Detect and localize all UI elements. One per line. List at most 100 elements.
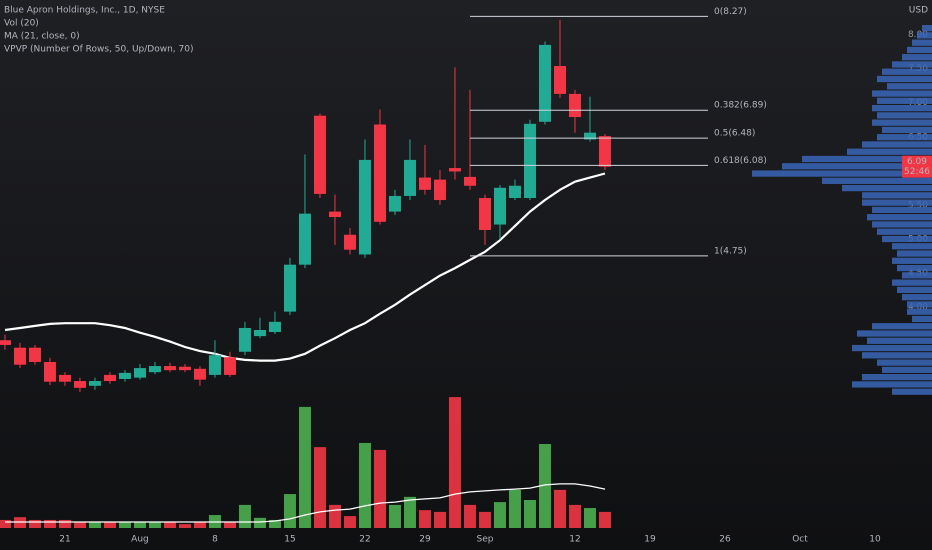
fib-label: 0.5(6.48) [714,129,755,139]
profile-bar [907,46,932,54]
profile-bar [877,75,932,83]
profile-bar [907,308,932,315]
x-tick-label: 22 [359,535,370,545]
candle-body [223,357,236,375]
profile-bar [877,134,932,141]
profile-bar [872,119,932,126]
volume-bar [28,519,41,528]
candle-body [493,187,506,225]
profile-bar [862,352,932,359]
candle-body [508,185,521,198]
volume-bar [58,519,71,528]
candle-body [328,211,341,218]
x-tick-label: 26 [719,535,731,545]
volume-bar [313,447,326,528]
volume-bar [388,504,401,528]
x-tick-label: 29 [419,535,431,545]
candle-body [463,176,476,186]
fib-label: 0.618(6.08) [714,156,767,166]
volume-bar [598,511,611,528]
volume-bar [403,496,416,528]
candle-body [13,347,26,365]
x-tick-label: Aug [131,535,149,545]
profile-bar [862,199,932,206]
volume-bar [358,442,371,528]
x-tick-label: 15 [284,535,295,545]
profile-bar [902,54,932,61]
fib-label: 0(8.27) [714,7,747,17]
candle-body [553,66,566,94]
candle-body [478,198,491,230]
volume-bar [418,510,431,528]
volume-bar [433,511,446,528]
candle-body [148,366,161,373]
profile-bar [912,39,932,46]
profile-bar [862,141,932,148]
profile-bar [872,206,932,214]
candle-body [208,355,221,375]
volume-bar [328,504,341,528]
profile-bar [877,228,932,235]
candle-body [403,159,416,196]
volume-bar [73,522,86,528]
profile-bar [857,330,932,337]
x-tick-label: 10 [869,535,881,545]
candle-body [583,132,596,140]
profile-bar [877,359,932,366]
candle-body [298,213,311,265]
x-tick-label: Oct [792,535,808,545]
volume-bar [283,494,296,528]
profile-bar [897,286,932,294]
profile-bar [877,97,932,104]
volume-bar [463,504,476,528]
profile-bar [892,257,932,264]
profile-bar [882,366,932,374]
volume-bar [148,522,161,528]
profile-bar [912,315,932,323]
last-price-label: 6.09 [907,157,927,167]
profile-bar [882,126,932,134]
volume-bar [193,522,206,528]
profile-bar [872,221,932,228]
candle-body [598,136,611,167]
legend-item: Vol (20) [4,19,39,29]
profile-bar [847,148,932,155]
candle-body [448,168,461,172]
candle-body [163,366,176,371]
volume-ma-line [5,483,606,523]
volume-bar [343,516,356,528]
x-tick-label: 8 [212,535,218,545]
profile-bar [917,32,932,39]
profile-bar [852,344,932,352]
profile-bar [892,388,932,395]
volume-bar [133,522,146,528]
profile-bar [867,337,932,344]
legend-item: VPVP (Number Of Rows, 50, Up/Down, 70) [4,45,194,55]
candle-body [43,361,56,382]
candle-body [238,327,251,352]
volume-bar [373,449,386,528]
candle-body [118,372,131,379]
volume-bar [178,524,191,528]
candle-body [193,368,206,380]
candle-body [178,366,191,371]
candle-body [313,115,326,194]
profile-bar [892,61,932,68]
countdown-label: 52:46 [904,167,930,177]
volume-bar [583,508,596,528]
profile-bar [872,323,932,330]
profile-bar [897,250,932,257]
fib-label: 0.382(6.89) [714,101,767,111]
x-tick-label: Sep [476,535,493,545]
profile-bar [802,155,932,163]
profile-bar [877,112,932,119]
volume-bar [88,522,101,528]
candle-body [358,159,371,255]
candle-body [253,330,266,337]
profile-bar [872,90,932,97]
volume-bar [253,517,266,528]
volume-bar [163,522,176,528]
fib-label: 1(4.75) [714,246,747,256]
volume-bar [538,444,551,528]
